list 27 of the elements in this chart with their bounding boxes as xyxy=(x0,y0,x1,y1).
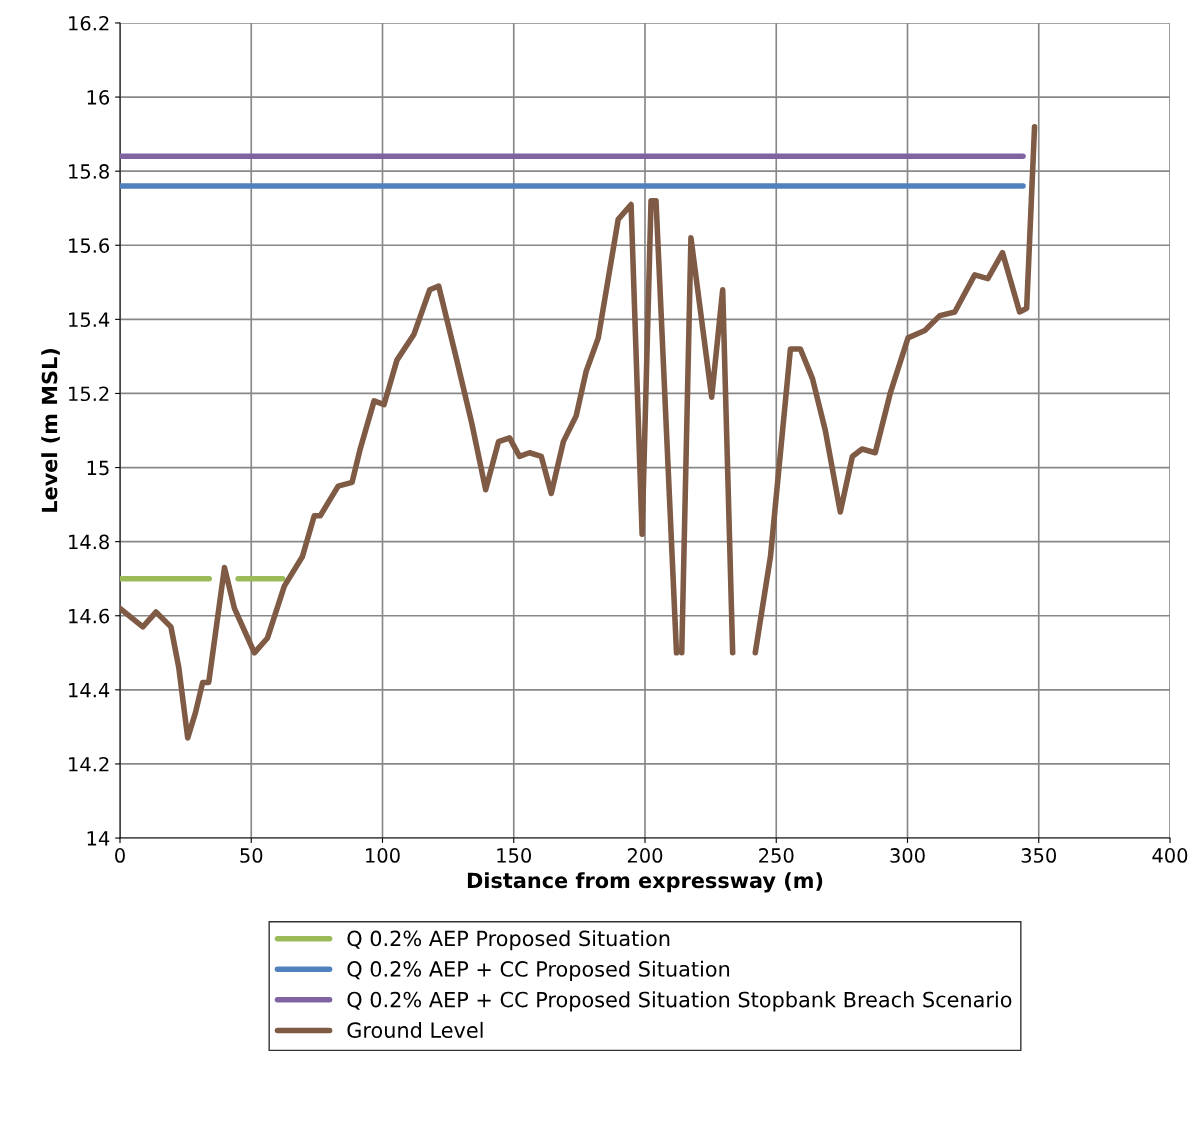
x-tick-label: 300 xyxy=(890,848,925,863)
x-axis-title: Distance from expressway (m) xyxy=(467,872,823,893)
y-tick-label: 16 xyxy=(87,90,110,105)
legend-label: Ground Level xyxy=(347,1021,483,1039)
y-tick-label: 15.4 xyxy=(69,312,110,328)
x-tick-label: 50 xyxy=(240,848,263,863)
y-tick-label: 15.2 xyxy=(69,386,109,402)
y-tick-label: 14 xyxy=(87,831,110,846)
y-tick-label: 14.8 xyxy=(69,534,109,550)
x-tick-label: 100 xyxy=(366,848,400,863)
legend-label: Q 0.2% AEP + CC Proposed Situation xyxy=(347,960,730,981)
y-tick-label: 14.2 xyxy=(69,756,109,772)
y-tick-label: 16.2 xyxy=(69,15,109,31)
legend-label: Q 0.2% AEP + CC Proposed Situation Stopbank Breach Scenario xyxy=(347,991,1012,1012)
y-tick-label: 14.6 xyxy=(69,608,110,624)
legend-label: Q 0.2% AEP Proposed Situation xyxy=(347,930,670,951)
x-tick-label: 0 xyxy=(115,848,125,863)
y-tick-label: 15.6 xyxy=(69,238,110,253)
x-tick-label: 350 xyxy=(1021,848,1057,863)
y-axis-title: Level (m MSL) xyxy=(41,349,60,512)
y-tick-label: 14.4 xyxy=(69,683,110,698)
x-tick-label: 200 xyxy=(627,848,663,863)
y-tick-label: 15 xyxy=(87,460,109,476)
y-tick-label: 15.8 xyxy=(69,164,109,179)
x-tick-label: 400 xyxy=(1152,848,1188,863)
x-tick-label: 250 xyxy=(759,848,794,863)
x-tick-label: 150 xyxy=(497,848,532,863)
